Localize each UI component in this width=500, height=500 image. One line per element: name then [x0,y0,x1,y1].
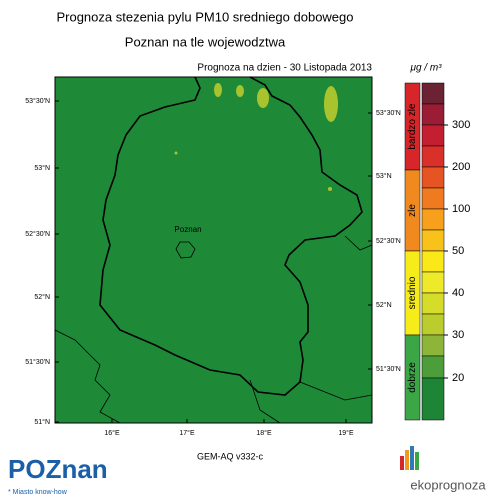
lat-label: 52°30'N [376,237,401,245]
lat-label: 52°N [376,301,392,309]
legend-units: μg / m³ [409,63,442,74]
model-label: GEM-AQ v332-c [197,451,264,461]
legend-tick-label: 30 [452,329,464,341]
legend-tick-label: 300 [452,119,470,131]
color-swatch [421,377,445,421]
color-swatch [421,103,445,126]
color-swatch [421,124,445,147]
category-label: dobrze [407,362,418,393]
color-swatch [421,334,445,357]
lon-label: 18°E [256,429,272,437]
lat-label: 51°30'N [25,358,50,366]
lon-label: 16°E [104,429,120,437]
logo-left: POZnan [8,454,108,484]
color-swatch [421,313,445,336]
color-swatch [421,145,445,168]
legend-tick-label: 40 [452,287,464,299]
color-swatch [421,187,445,210]
lat-label: 53°30'N [376,109,401,117]
legend-tick-label: 50 [452,245,464,257]
lat-label: 53°N [34,164,50,172]
map: Poznan [54,76,373,424]
color-swatch [421,82,445,105]
color-swatch [421,271,445,294]
logo-icon [400,446,419,470]
legend-tick-label: 20 [452,372,464,384]
lat-label: 51°30'N [376,365,401,373]
city-label: Poznan [174,225,201,234]
color-swatch [421,229,445,252]
legend-tick-label: 100 [452,203,470,215]
category-label: bardzo zle [407,103,418,150]
lat-label: 53°30'N [25,97,50,105]
lat-label: 52°N [34,293,50,301]
subtitle: Poznan na tle wojewodztwa [125,34,286,49]
category-label: srednio [407,276,418,309]
category-label: zle [407,204,418,217]
lat-label: 51°N [34,418,50,426]
logo-right: ekoprognoza [410,477,486,492]
logo-left-sub: * Miasto know-how [8,489,68,496]
color-swatch [421,250,445,273]
lat-label: 53°N [376,172,392,180]
lat-label: 52°30'N [25,230,50,238]
title: Prognoza stezenia pylu PM10 sredniego do… [56,9,353,24]
lon-label: 19°E [338,429,354,437]
color-swatch [421,292,445,315]
lon-label: 17°E [179,429,195,437]
color-swatch [421,208,445,231]
color-swatch [421,166,445,189]
forecast-date: Prognoza na dzien - 30 Listopada 2013 [197,63,372,74]
color-swatch [421,355,445,379]
legend-tick-label: 200 [452,161,470,173]
category-band [404,334,421,421]
